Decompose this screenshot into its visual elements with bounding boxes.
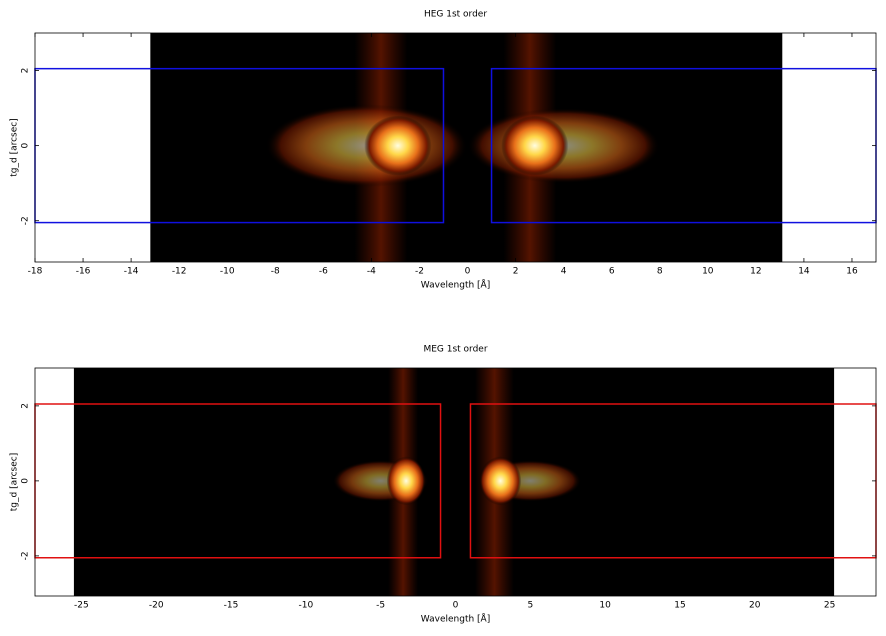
x-axis-label: Wavelength [Å] bbox=[421, 279, 490, 291]
y-tick-label: -2 bbox=[21, 216, 31, 225]
x-tick-label: -8 bbox=[271, 267, 280, 277]
x-tick-label: -15 bbox=[224, 601, 239, 611]
emission-blob bbox=[479, 456, 522, 506]
x-tick-label: 4 bbox=[561, 267, 567, 277]
x-tick-label: -2 bbox=[415, 267, 424, 277]
chart-title: HEG 1st order bbox=[424, 10, 487, 20]
x-tick-label: -20 bbox=[149, 601, 164, 611]
x-tick-label: -10 bbox=[299, 601, 314, 611]
x-tick-label: 20 bbox=[749, 601, 761, 611]
image-background bbox=[73, 368, 835, 596]
x-tick-label: 0 bbox=[465, 267, 471, 277]
x-tick-label: -10 bbox=[220, 267, 235, 277]
y-tick-label: 2 bbox=[21, 403, 31, 409]
plot-frame bbox=[34, 32, 877, 263]
x-tick-label: -18 bbox=[28, 267, 43, 277]
emission-blob bbox=[364, 115, 432, 176]
x-axis-label: Wavelength [Å] bbox=[421, 613, 490, 625]
x-tick-label: -25 bbox=[74, 601, 89, 611]
y-tick-label: 2 bbox=[21, 68, 31, 74]
x-tick-label: 8 bbox=[657, 267, 663, 277]
y-axis-label: tg_d [arcsec] bbox=[10, 453, 20, 511]
x-tick-label: 10 bbox=[599, 601, 611, 611]
x-tick-label: 16 bbox=[846, 267, 858, 277]
x-tick-label: 0 bbox=[453, 601, 459, 611]
x-tick-label: 15 bbox=[674, 601, 685, 611]
y-tick-label: 0 bbox=[21, 142, 31, 148]
y-tick-label: 0 bbox=[21, 478, 31, 484]
x-tick-label: -4 bbox=[367, 267, 376, 277]
x-tick-label: -16 bbox=[76, 267, 91, 277]
x-tick-label: -5 bbox=[376, 601, 385, 611]
y-tick-label: -2 bbox=[21, 551, 31, 560]
image-content bbox=[265, 33, 660, 262]
x-tick-label: 2 bbox=[513, 267, 519, 277]
x-tick-label: 25 bbox=[824, 601, 835, 611]
x-tick-label: -6 bbox=[319, 267, 328, 277]
emission-blob bbox=[501, 115, 569, 176]
emission-blob bbox=[386, 456, 426, 506]
x-tick-label: -14 bbox=[124, 267, 139, 277]
x-tick-label: 12 bbox=[750, 267, 761, 277]
x-tick-label: 5 bbox=[527, 601, 533, 611]
y-axis-label: tg_d [arcsec] bbox=[10, 118, 20, 176]
chart-title: MEG 1st order bbox=[423, 345, 487, 355]
x-tick-label: 6 bbox=[609, 267, 615, 277]
x-tick-label: 10 bbox=[702, 267, 714, 277]
x-tick-label: -12 bbox=[172, 267, 187, 277]
x-tick-label: 14 bbox=[798, 267, 810, 277]
